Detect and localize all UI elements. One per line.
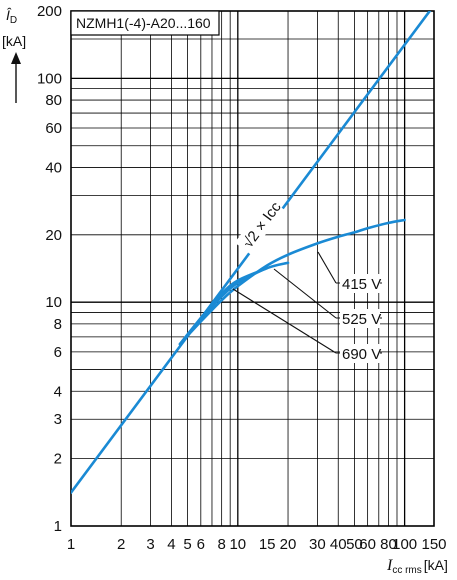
callout-leader [232,288,337,354]
x-tick-label: 2 [117,536,125,553]
sqrt2-label: √2 × Icc [234,197,285,255]
x-tick-label: 150 [421,536,446,553]
y-tick-label: 40 [45,159,62,176]
y-axis-arrow-head [11,52,21,64]
callout-label: 415 V [342,276,381,293]
svg-text:ÎD: ÎD [6,7,17,26]
callout-label: 690 V [342,346,381,363]
y-tick-label: 200 [37,3,62,20]
x-tick-label: 20 [280,536,297,553]
callout-leader [317,251,337,284]
chart-title: NZMH1(-4)-A20...160 [76,15,211,31]
y-tick-label: 100 [37,70,62,87]
callout-label-bg [340,274,380,293]
x-axis-symbol: I [386,557,393,574]
series-415v-line [178,218,406,346]
x-tick-label: 30 [309,536,326,553]
x-tick-label: 5 [183,536,191,553]
x-tick-label: 8 [217,536,225,553]
x-tick-label: 15 [259,536,276,553]
x-tick-label: 80 [380,536,397,553]
x-axis-sub: cc rms [392,565,421,576]
y-tick-label: 10 [45,294,62,311]
callout-label: 525 V [342,311,381,328]
y-tick-label: 4 [54,383,62,400]
y-tick-label: 2 [54,451,62,468]
y-tick-label: 6 [54,344,62,361]
x-tick-label: 4 [167,536,175,553]
callout-label-bg [340,344,380,363]
y-axis-title: ÎD [kA] [2,7,26,103]
y-tick-label: 20 [45,227,62,244]
callout-label-bg [340,309,380,328]
x-tick-label: 3 [146,536,154,553]
y-tick-label: 8 [54,316,62,333]
series-690v-line [178,266,269,346]
y-axis-symbol: Î [6,7,12,23]
x-tick-label: 1 [67,536,75,553]
callout-leader [273,268,337,319]
y-tick-labels: 1 2 3 4 6 8 10 20 40 60 80 100 200 [37,3,62,535]
x-tick-label: 60 [359,536,376,553]
title-box [70,10,220,36]
y-tick-label: 1 [54,518,62,535]
x-tick-label: 10 [229,536,246,553]
y-axis-sub: D [10,15,17,26]
x-tick-label: 6 [197,536,205,553]
x-tick-label: 100 [392,536,417,553]
y-tick-label: 60 [45,120,62,137]
x-tick-label: 50 [346,536,363,553]
y-tick-label: 3 [54,411,62,428]
sqrt2-label-bg [234,197,285,255]
x-axis-unit: [kA] [424,557,448,573]
x-gridlines [120,11,406,526]
x-axis-title: Icc rms [kA] [386,557,448,576]
plot-frame [70,10,435,527]
callout-layer: 415 V 525 V 690 V √2 × Icc [232,197,382,363]
y-tick-label: 80 [45,92,62,109]
x-tick-label: 40 [330,536,347,553]
y-axis-unit: [kA] [2,33,26,49]
